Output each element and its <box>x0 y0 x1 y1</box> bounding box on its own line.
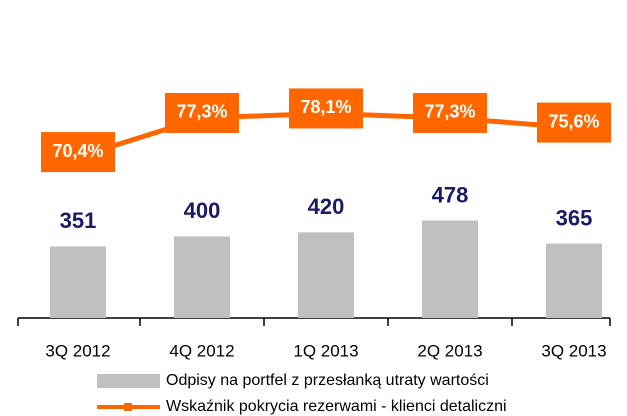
value-label-box <box>537 102 611 143</box>
x-tick-label: 3Q 2012 <box>45 341 110 360</box>
legend-label: Wskaźnik pokrycia rezerwami - klienci de… <box>166 398 507 415</box>
bar <box>174 236 230 318</box>
line-value-label: 78,1% <box>300 97 351 117</box>
x-tick-label: 2Q 2013 <box>417 341 482 360</box>
value-label-box <box>289 88 363 129</box>
value-label-box <box>165 92 239 133</box>
bar-value-label: 365 <box>556 205 593 230</box>
x-tick-label: 4Q 2012 <box>169 341 234 360</box>
bar <box>422 220 478 318</box>
legend-swatch <box>97 374 160 388</box>
bar-value-label: 351 <box>60 208 97 233</box>
legend-label: Odpisy na portfel z przesłanką utraty wa… <box>166 372 489 389</box>
bar <box>546 243 602 318</box>
bar-value-label: 400 <box>184 198 221 223</box>
bar <box>50 246 106 318</box>
bar <box>298 232 354 318</box>
x-tick-label: 1Q 2013 <box>293 341 358 360</box>
x-tick-label: 3Q 2013 <box>541 341 606 360</box>
bar-value-label: 478 <box>432 182 469 207</box>
line-value-label: 75,6% <box>548 111 599 131</box>
line-value-label: 77,3% <box>176 102 227 122</box>
bar-value-label: 420 <box>308 194 345 219</box>
legend-marker <box>124 403 132 411</box>
value-label-box <box>41 132 115 173</box>
line-value-label: 77,3% <box>424 102 475 122</box>
line-value-label: 70,4% <box>52 141 103 161</box>
value-label-box <box>413 92 487 133</box>
